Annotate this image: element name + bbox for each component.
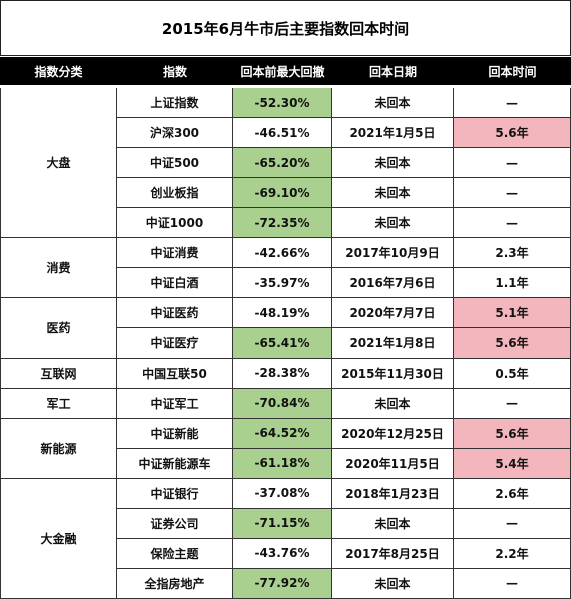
date-cell: 2018年1月23日 [332, 478, 454, 509]
drawdown-cell: -28.38% [233, 358, 332, 389]
category-cell: 新能源 [0, 418, 117, 479]
drawdown-cell: -71.15% [233, 508, 332, 539]
index-cell: 中证白酒 [117, 268, 233, 299]
date-cell: 2021年1月8日 [332, 328, 454, 359]
category-cell: 大盘 [0, 88, 117, 239]
index-cell: 中证新能 [117, 418, 233, 449]
header-time: 回本时间 [454, 57, 571, 85]
drawdown-cell: -65.41% [233, 328, 332, 359]
index-cell: 中国互联50 [117, 358, 233, 389]
drawdown-cell: -65.20% [233, 148, 332, 179]
index-cell: 沪深300 [117, 118, 233, 149]
time-cell: 5.4年 [454, 448, 571, 479]
time-cell: — [454, 178, 571, 209]
index-cell: 全指房地产 [117, 568, 233, 599]
index-cell: 中证1000 [117, 208, 233, 239]
time-cell: — [454, 388, 571, 419]
index-cell: 证券公司 [117, 508, 233, 539]
time-cell: 5.6年 [454, 418, 571, 449]
date-cell: 2017年10月9日 [332, 238, 454, 269]
date-cell: 2020年12月25日 [332, 418, 454, 449]
index-cell: 中证500 [117, 148, 233, 179]
drawdown-cell: -48.19% [233, 298, 332, 329]
time-cell: 5.6年 [454, 118, 571, 149]
time-cell: — [454, 208, 571, 239]
index-cell: 保险主题 [117, 538, 233, 569]
date-cell: 2017年8月25日 [332, 538, 454, 569]
date-cell: 2016年7月6日 [332, 268, 454, 299]
drawdown-cell: -42.66% [233, 238, 332, 269]
index-cell: 中证医疗 [117, 328, 233, 359]
table-title: 2015年6月牛市后主要指数回本时间 [0, 0, 571, 56]
drawdown-cell: -61.18% [233, 448, 332, 479]
drawdown-cell: -52.30% [233, 88, 332, 119]
time-cell: 2.6年 [454, 478, 571, 509]
time-cell: — [454, 568, 571, 599]
category-cell: 互联网 [0, 358, 117, 389]
drawdown-cell: -70.84% [233, 388, 332, 419]
drawdown-cell: -64.52% [233, 418, 332, 449]
date-cell: 未回本 [332, 178, 454, 209]
index-cell: 中证消费 [117, 238, 233, 269]
time-cell: — [454, 148, 571, 179]
index-cell: 上证指数 [117, 88, 233, 119]
time-cell: 0.5年 [454, 358, 571, 389]
time-cell: 5.6年 [454, 328, 571, 359]
time-cell: 5.1年 [454, 298, 571, 329]
date-cell: 2015年11月30日 [332, 358, 454, 389]
date-cell: 未回本 [332, 88, 454, 119]
date-cell: 未回本 [332, 508, 454, 539]
index-cell: 中证新能源车 [117, 448, 233, 479]
header-date: 回本日期 [332, 57, 454, 85]
drawdown-cell: -37.08% [233, 478, 332, 509]
drawdown-cell: -35.97% [233, 268, 332, 299]
time-cell: 2.2年 [454, 538, 571, 569]
date-cell: 2021年1月5日 [332, 118, 454, 149]
date-cell: 2020年11月5日 [332, 448, 454, 479]
time-cell: 1.1年 [454, 268, 571, 299]
category-cell: 大金融 [0, 478, 117, 599]
drawdown-cell: -72.35% [233, 208, 332, 239]
drawdown-cell: -46.51% [233, 118, 332, 149]
date-cell: 未回本 [332, 148, 454, 179]
header-drawdown: 回本前最大回撤 [233, 57, 332, 85]
date-cell: 未回本 [332, 388, 454, 419]
date-cell: 未回本 [332, 208, 454, 239]
header-category: 指数分类 [0, 57, 117, 85]
date-cell: 未回本 [332, 568, 454, 599]
time-cell: — [454, 88, 571, 119]
index-cell: 创业板指 [117, 178, 233, 209]
time-cell: 2.3年 [454, 238, 571, 269]
drawdown-cell: -43.76% [233, 538, 332, 569]
category-cell: 军工 [0, 388, 117, 419]
index-cell: 中证军工 [117, 388, 233, 419]
index-cell: 中证银行 [117, 478, 233, 509]
category-cell: 医药 [0, 298, 117, 359]
header-index: 指数 [117, 57, 233, 85]
index-cell: 中证医药 [117, 298, 233, 329]
drawdown-cell: -77.92% [233, 568, 332, 599]
drawdown-cell: -69.10% [233, 178, 332, 209]
date-cell: 2020年7月7日 [332, 298, 454, 329]
time-cell: — [454, 508, 571, 539]
category-cell: 消费 [0, 238, 117, 299]
